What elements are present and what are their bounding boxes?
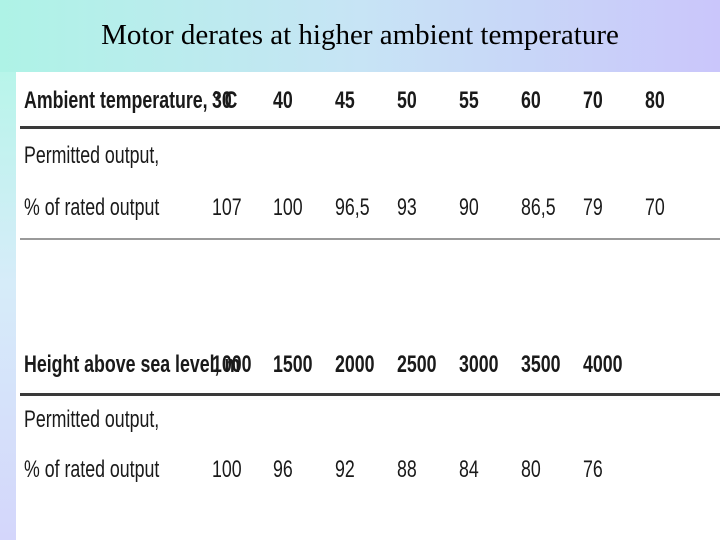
altitude-row-value: 80 — [521, 456, 541, 483]
temperature-row-value: 86,5 — [521, 194, 556, 221]
altitude-row-value: 100 — [212, 456, 242, 483]
temperature-header-value: 55 — [459, 87, 479, 114]
temperature-header-value: 50 — [397, 87, 417, 114]
title-band: Motor derates at higher ambient temperat… — [0, 0, 720, 72]
altitude-row-label-line2: % of rated output — [24, 456, 160, 483]
left-decorative-strip — [0, 72, 16, 540]
altitude-header-value: 4000 — [583, 351, 623, 378]
altitude-header-value: 1500 — [273, 351, 313, 378]
temperature-header-value: 60 — [521, 87, 541, 114]
altitude-row-label-line1: Permitted output, — [24, 406, 160, 433]
slide-title: Motor derates at higher ambient temperat… — [101, 19, 619, 51]
temperature-bottom-rule — [20, 238, 720, 240]
altitude-row-value: 76 — [583, 456, 603, 483]
temperature-header-value: 40 — [273, 87, 293, 114]
altitude-header-value: 3500 — [521, 351, 561, 378]
temperature-row-value: 107 — [212, 194, 242, 221]
temperature-header-value: 70 — [583, 87, 603, 114]
altitude-row-value: 84 — [459, 456, 479, 483]
altitude-row-value: 92 — [335, 456, 355, 483]
temperature-row-value: 90 — [459, 194, 479, 221]
altitude-header-value: 1000 — [212, 351, 252, 378]
altitude-header-value: 2000 — [335, 351, 375, 378]
altitude-header-value: 3000 — [459, 351, 499, 378]
temperature-row-value: 93 — [397, 194, 417, 221]
temperature-row-label-line2: % of rated output — [24, 194, 160, 221]
temperature-header-rule — [20, 126, 720, 129]
altitude-header-value: 2500 — [397, 351, 437, 378]
altitude-row-value: 96 — [273, 456, 293, 483]
altitude-row-value: 88 — [397, 456, 417, 483]
temperature-header-value: 30 — [212, 87, 232, 114]
temperature-row-label-line1: Permitted output, — [24, 142, 160, 169]
altitude-header-rule — [20, 393, 720, 396]
temperature-row-value: 96,5 — [335, 194, 370, 221]
temperature-row-value: 79 — [583, 194, 603, 221]
temperature-header-label: Ambient temperature, ° C — [24, 87, 238, 114]
temperature-header-value: 45 — [335, 87, 355, 114]
temperature-row-value: 70 — [645, 194, 665, 221]
temperature-header-value: 80 — [645, 87, 665, 114]
altitude-header-label: Height above sea level, m — [24, 351, 241, 378]
temperature-row-value: 100 — [273, 194, 303, 221]
